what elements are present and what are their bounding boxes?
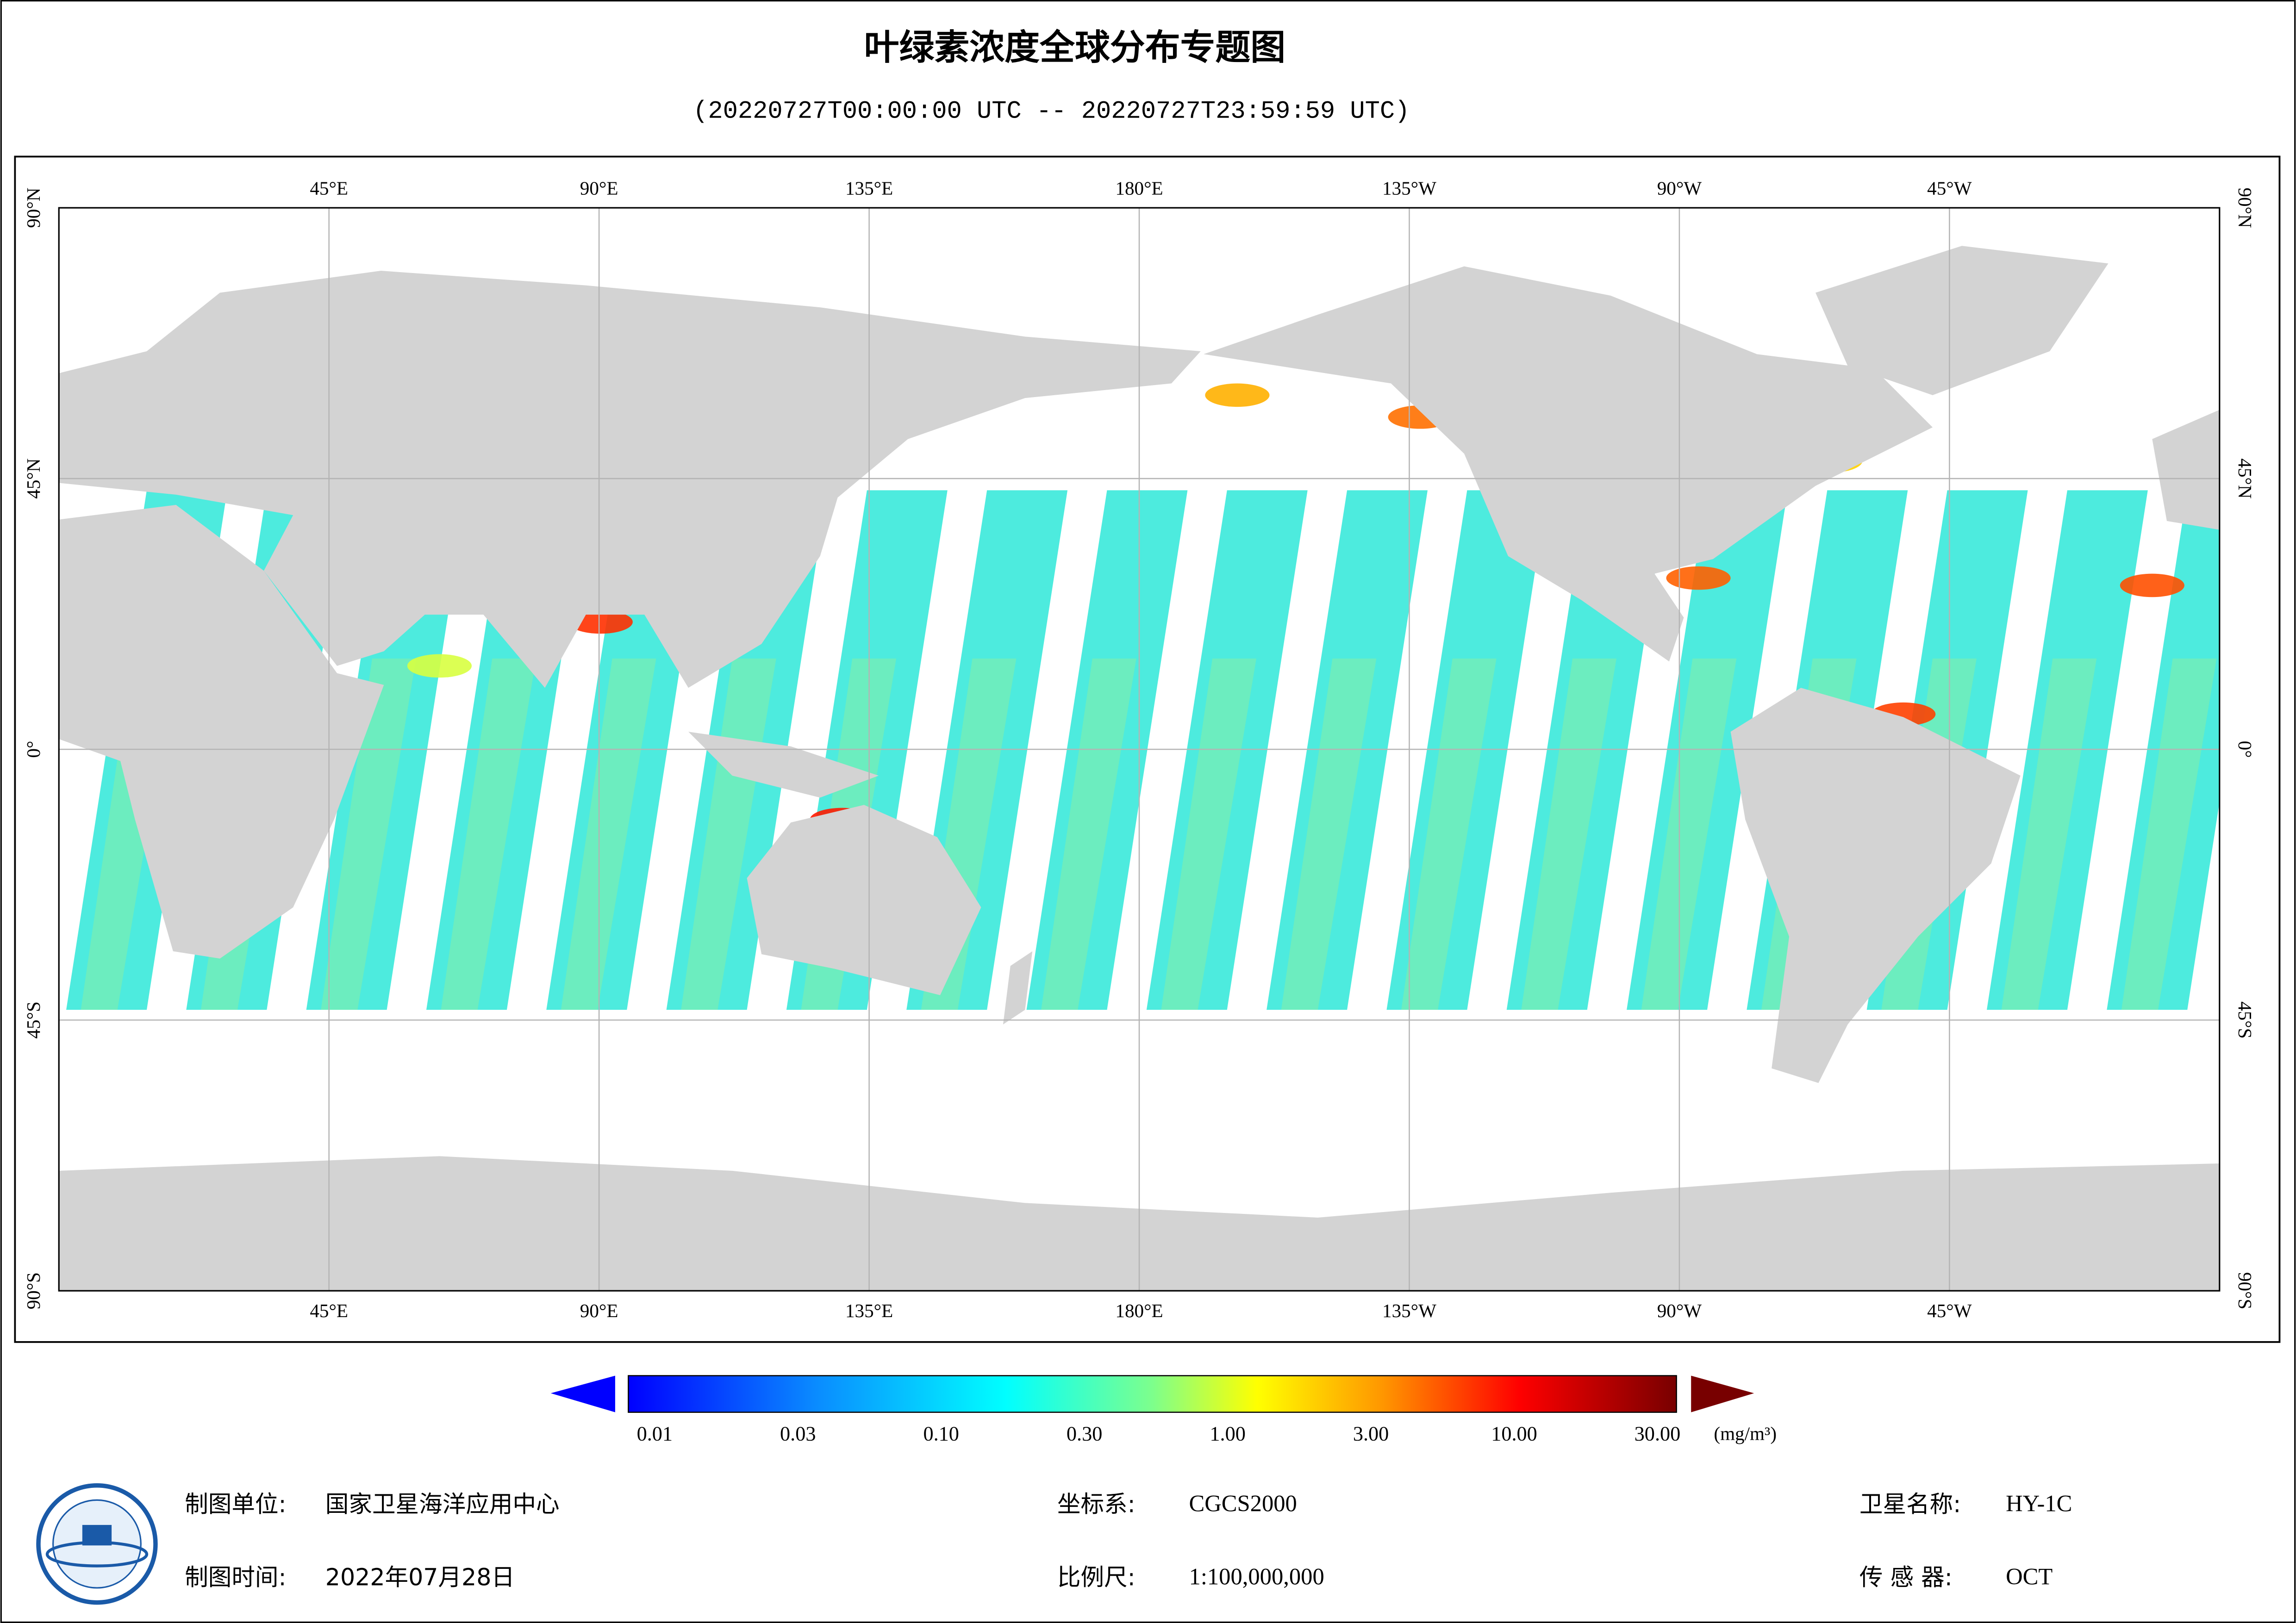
coastal-bloom [2120,573,2184,597]
swath-texture [1281,659,1377,1010]
lat-label-right: 45°N [2234,458,2256,498]
colorbar: 0.01 0.03 0.10 0.30 1.00 3.00 10.00 30.00 (mg/m… [550,1375,1777,1445]
lon-label-bottom: 180°E [1115,1300,1163,1321]
colorbar-low-arrow [550,1375,615,1412]
lat-label-right: 90°S [2234,1272,2256,1309]
colorbar-label: 0.30 [1067,1422,1102,1445]
footer-value: 2022年07月28日 [325,1564,515,1591]
footer-value: CGCS2000 [1189,1491,1297,1517]
colorbar-gradient [628,1375,1677,1413]
swath-texture [1641,659,1737,1010]
lon-label-top: 90°E [580,178,618,199]
lon-label-top: 90°W [1657,178,1702,199]
lat-label-left: 90°S [23,1272,44,1309]
lon-label-top: 135°W [1382,178,1436,199]
lat-label-left: 90°N [23,187,44,228]
footer-label: 制图单位: [185,1491,286,1518]
colorbar-labels: 0.01 0.03 0.10 0.30 1.00 3.00 10.00 30.00 [637,1422,1681,1445]
footer-value: HY-1C [2006,1491,2072,1517]
footer-label: 比例尺: [1057,1564,1136,1591]
swath-texture [1041,659,1136,1010]
lon-label-top: 180°E [1115,178,1163,199]
footer-label: 卫星名称: [1859,1491,1961,1518]
lon-label-bottom: 90°W [1657,1300,1702,1321]
footer-value: 国家卫星海洋应用中心 [325,1491,560,1518]
graticule [59,208,2220,1291]
footer-label: 传 感 器: [1859,1564,1953,1591]
footer-value: OCT [2006,1564,2053,1590]
swath-texture [561,659,656,1010]
lat-label-right: 90°N [2234,187,2256,228]
lon-label-top: 45°E [310,178,348,199]
lon-label-bottom: 45°W [1927,1300,1972,1321]
title: 叶绿素浓度全球分布专题图 [864,27,1286,68]
footer-label: 坐标系: [1057,1491,1136,1518]
lon-label-bottom: 90°E [580,1300,618,1321]
colorbar-label: 0.10 [923,1422,959,1445]
footer-label: 制图时间: [185,1564,286,1591]
logo [36,1483,158,1605]
lat-label-right: 45°S [2234,1001,2256,1038]
swath-texture [2001,659,2097,1010]
footer-value: 1:100,000,000 [1189,1564,1324,1590]
lon-label-bottom: 45°E [310,1300,348,1321]
colorbar-label: 3.00 [1353,1422,1389,1445]
colorbar-label: 0.01 [637,1422,673,1445]
colorbar-label: 10.00 [1491,1422,1537,1445]
colorbar-unit: (mg/m³) [1714,1423,1777,1445]
map-frame [14,155,2281,1343]
lon-label-bottom: 135°E [845,1300,893,1321]
swath-texture [1521,659,1616,1010]
colorbar-label: 30.00 [1635,1422,1681,1445]
swath-texture [2121,659,2217,1010]
lon-label-bottom: 135°W [1382,1300,1436,1321]
colorbar-label: 1.00 [1210,1422,1245,1445]
swath-texture [1161,659,1257,1010]
colorbar-label: 0.03 [780,1422,816,1445]
lat-label-left: 45°N [23,458,44,498]
lon-label-top: 135°E [845,178,893,199]
map-inner-frame [58,207,2221,1292]
colorbar-high-arrow [1691,1375,1754,1412]
coastal-bloom [407,654,472,678]
coastal-bloom [1205,383,1270,407]
swath-texture [441,659,537,1010]
swath-texture [321,659,416,1010]
footer: 制图单位: 国家卫星海洋应用中心 制图时间: 2022年07月28日 坐标系: … [185,1491,2072,1591]
graticule-labels: 45°E 45°E 90°E 90°E 135°E 135°E 180°E 180°E 135°… [23,178,2256,1321]
subtitle: (20220727T00:00:00 UTC -- 20220727T23:59… [693,98,1410,126]
coastal-bloom [1666,566,1731,590]
swath-texture [1401,659,1497,1010]
lon-label-top: 45°W [1927,178,1972,199]
lat-label-left: 45°S [23,1001,44,1038]
map [59,208,2220,1291]
lat-label-left: 0° [23,741,44,758]
lat-label-right: 0° [2234,741,2256,758]
chlorophyll-swaths [66,383,2220,1010]
